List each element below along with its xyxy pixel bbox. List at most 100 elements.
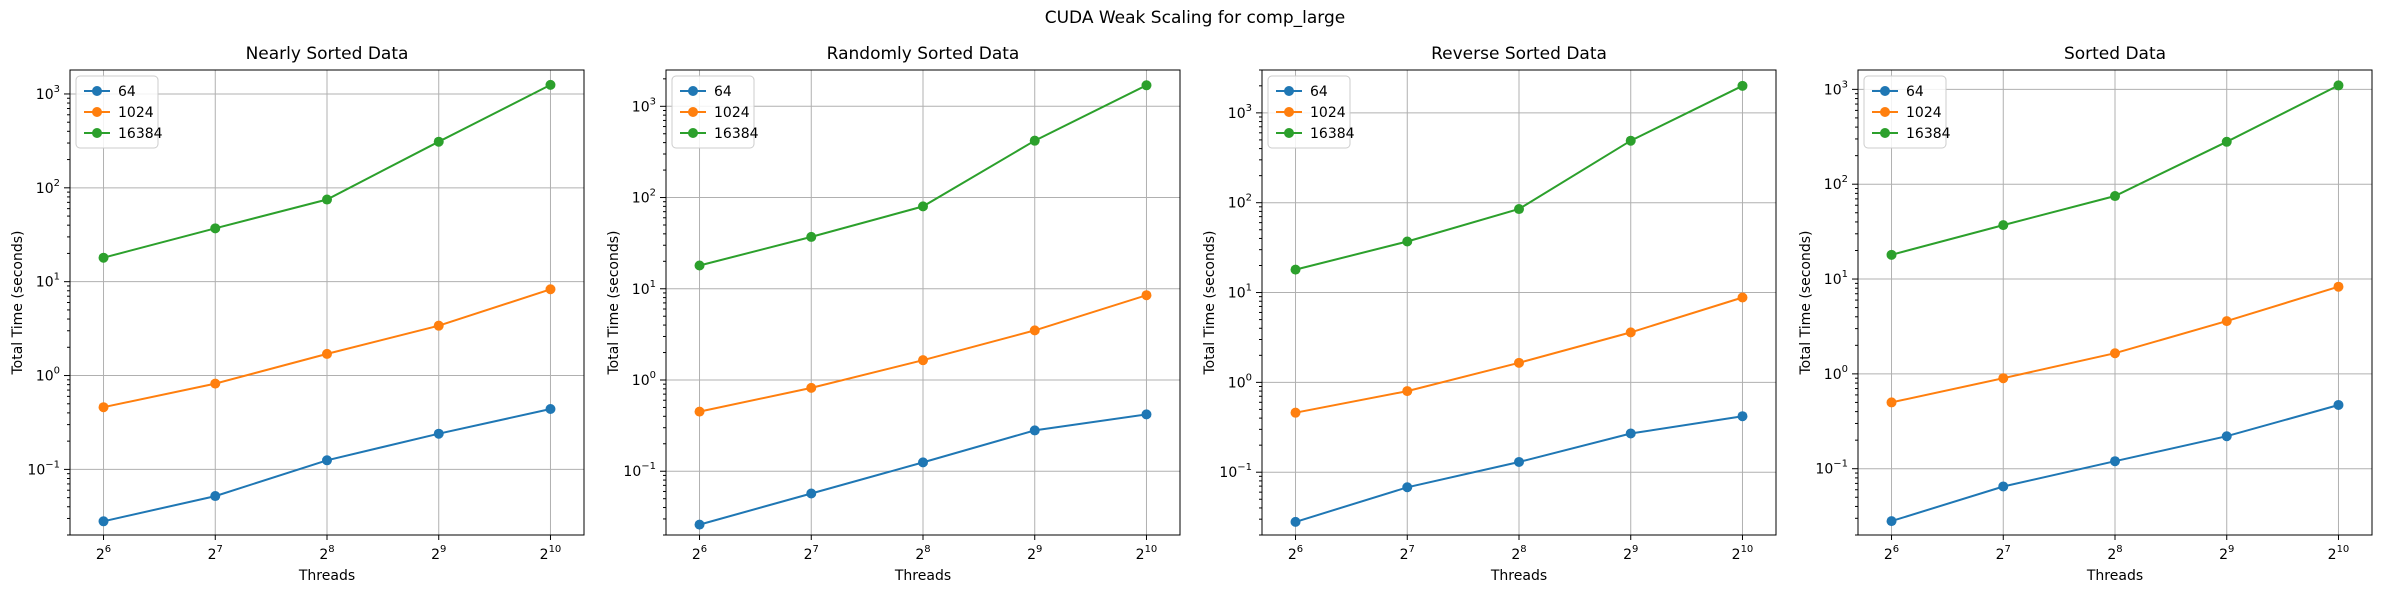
- y-ticks: 10−1 100 101 102 103: [27, 84, 70, 478]
- data-point: [1886, 397, 1897, 408]
- x-axis-label: Threads: [1490, 568, 1547, 584]
- legend-entry-16384: 16384: [680, 126, 759, 142]
- data-point: [806, 382, 817, 393]
- y-tick-label: 100: [1228, 372, 1252, 391]
- data-point: [2110, 191, 2120, 202]
- data-point: [2221, 316, 2232, 327]
- data-point: [210, 491, 221, 502]
- data-point: [694, 519, 705, 530]
- legend-label: 64: [1906, 84, 1924, 100]
- data-point: [1029, 325, 1040, 336]
- y-axis-label: Total Time (seconds): [1798, 230, 1814, 375]
- data-point: [1290, 516, 1301, 527]
- data-point: [1514, 357, 1524, 368]
- x-tick-label: 27: [1400, 544, 1415, 563]
- data-point: [1514, 456, 1524, 467]
- x-tick-label: 28: [319, 544, 334, 563]
- data-point: [322, 348, 332, 359]
- data-point: [918, 201, 928, 212]
- x-tick-label: 29: [2219, 544, 2234, 563]
- legend-entry-64: 64: [680, 84, 732, 100]
- data-point: [2333, 80, 2344, 91]
- data-point: [1402, 386, 1413, 397]
- legend-label: 1024: [714, 105, 750, 121]
- data-point: [1625, 135, 1636, 146]
- legend-label: 64: [1310, 84, 1328, 100]
- data-point: [2221, 136, 2232, 147]
- y-tick-label: 10−1: [1815, 459, 1848, 478]
- data-point: [1141, 290, 1152, 301]
- subplot-title: Randomly Sorted Data: [827, 44, 1020, 64]
- series-64: [1290, 411, 1748, 527]
- y-tick-label: 102: [632, 188, 656, 207]
- x-tick-label: 28: [915, 544, 930, 563]
- series-1024: [694, 290, 1152, 417]
- legend-entry-16384: 16384: [84, 126, 163, 142]
- data-point: [2333, 281, 2344, 292]
- series-64: [98, 404, 556, 527]
- x-tick-label: 28: [1511, 544, 1526, 563]
- data-point: [918, 355, 928, 366]
- series-1024: [1886, 281, 2344, 408]
- data-point: [1625, 327, 1636, 338]
- x-tick-label: 28: [2107, 544, 2122, 563]
- data-point: [1998, 373, 2009, 384]
- legend: 64 1024 16384: [1267, 75, 1355, 149]
- legend-marker: [1880, 128, 1890, 138]
- legend: 64 1024 16384: [671, 75, 759, 149]
- legend-marker: [1284, 86, 1294, 96]
- legend-label: 64: [118, 84, 136, 100]
- data-point: [1886, 249, 1897, 260]
- figure-suptitle: CUDA Weak Scaling for comp_large: [1044, 8, 1346, 28]
- data-point: [694, 260, 705, 271]
- series-16384: [98, 79, 556, 263]
- legend-marker: [92, 107, 102, 117]
- data-point: [918, 457, 928, 468]
- x-ticks: 26 27 28 29 210: [1884, 535, 2349, 563]
- data-point: [1737, 80, 1748, 91]
- y-axis-label: Total Time (seconds): [10, 230, 26, 375]
- x-tick-label: 210: [540, 544, 562, 563]
- x-tick-label: 26: [1288, 544, 1303, 563]
- y-tick-label: 103: [36, 84, 60, 103]
- data-point: [806, 231, 817, 242]
- x-tick-label: 27: [208, 544, 223, 563]
- y-tick-label: 10−1: [1219, 462, 1252, 481]
- y-tick-label: 10−1: [623, 461, 656, 480]
- data-point: [1402, 482, 1413, 493]
- legend-entry-64: 64: [1276, 84, 1328, 100]
- legend-marker: [92, 86, 102, 96]
- x-tick-label: 210: [2328, 544, 2350, 563]
- y-tick-label: 103: [1228, 103, 1252, 122]
- data-point: [1886, 516, 1897, 527]
- legend-marker: [1284, 128, 1294, 138]
- y-axis-label: Total Time (seconds): [606, 230, 622, 375]
- data-point: [545, 79, 556, 90]
- data-point: [1029, 135, 1040, 146]
- data-point: [98, 402, 109, 413]
- subplot-title: Reverse Sorted Data: [1431, 44, 1607, 64]
- series-16384: [1886, 80, 2344, 260]
- series-64: [694, 409, 1152, 530]
- data-point: [2110, 456, 2120, 467]
- y-tick-label: 100: [1824, 364, 1848, 383]
- x-axis-label: Threads: [298, 568, 355, 584]
- data-point: [98, 252, 109, 263]
- legend-marker: [688, 86, 698, 96]
- legend-entry-64: 64: [1872, 84, 1924, 100]
- x-tick-label: 210: [1136, 544, 1158, 563]
- x-tick-label: 26: [1884, 544, 1899, 563]
- series-1024: [1290, 292, 1748, 418]
- y-tick-label: 102: [1228, 193, 1252, 212]
- data-point: [322, 455, 332, 466]
- x-axis-label: Threads: [894, 568, 951, 584]
- y-tick-label: 102: [1824, 174, 1848, 193]
- y-ticks: 10−1 100 101 102 103: [1815, 79, 1858, 478]
- legend-entry-1024: 1024: [1276, 105, 1346, 121]
- y-tick-label: 100: [36, 366, 60, 385]
- legend-entry-1024: 1024: [1872, 105, 1942, 121]
